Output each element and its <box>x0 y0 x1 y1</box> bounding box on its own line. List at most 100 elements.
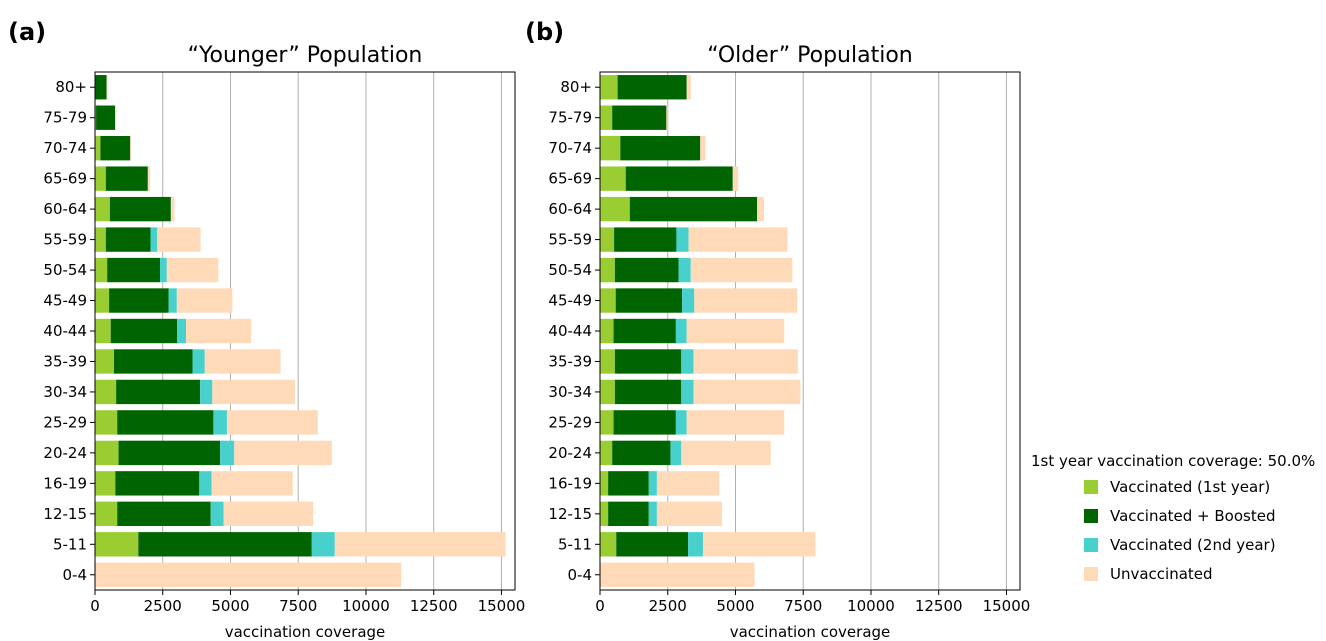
y-tick-label: 30-34 <box>548 383 592 401</box>
bar-30-34-vaccinated-1st-year <box>95 379 117 405</box>
chart-title: “Younger” Population <box>188 43 423 68</box>
bar-25-29-vaccinated-boosted <box>117 410 214 435</box>
bar-5-11-vaccinated-1st-year <box>600 532 617 557</box>
panel-letter: (b) <box>525 18 564 46</box>
y-tick-label: 50-54 <box>43 261 87 279</box>
bar-25-29-unvaccinated <box>686 410 785 435</box>
bar-65-69-unvaccinated <box>732 166 739 191</box>
bar-30-34-vaccinated-2nd-year <box>681 379 694 405</box>
bar-20-24-vaccinated-1st-year <box>95 440 119 466</box>
y-tick-label: 55-59 <box>43 231 87 249</box>
chart-title: “Older” Population <box>707 43 913 68</box>
bar-55-59-vaccinated-1st-year <box>95 227 106 252</box>
bar-45-49-vaccinated-1st-year <box>600 288 616 313</box>
y-tick-label: 65-69 <box>548 170 592 188</box>
bar-20-24-vaccinated-2nd-year <box>220 440 235 466</box>
bar-45-49-vaccinated-boosted <box>615 288 683 313</box>
bar-16-19-vaccinated-2nd-year <box>648 471 657 496</box>
bar-25-29-vaccinated-2nd-year <box>675 410 687 435</box>
legend-label-unvaccinated: Unvaccinated <box>1110 565 1213 583</box>
y-tick-label: 70-74 <box>548 139 592 157</box>
bar-40-44-vaccinated-boosted <box>613 318 676 344</box>
bar-50-54-unvaccinated <box>690 257 793 283</box>
y-tick-label: 5-11 <box>558 535 592 553</box>
legend-swatch-unvaccinated <box>1084 567 1098 581</box>
bar-20-24-vaccinated-boosted <box>118 440 221 466</box>
y-tick-label: 40-44 <box>548 322 592 340</box>
bar-35-39-unvaccinated <box>693 349 798 374</box>
bar-30-34-vaccinated-2nd-year <box>200 379 213 405</box>
bar-40-44-vaccinated-1st-year <box>600 318 614 344</box>
x-tick-label: 2500 <box>144 597 182 615</box>
y-tick-label: 80+ <box>55 78 87 96</box>
y-tick-label: 60-64 <box>43 200 87 218</box>
axes-frame <box>94 71 516 591</box>
x-tick-label: 12500 <box>915 597 963 615</box>
y-tick-label: 0-4 <box>63 566 88 584</box>
bar-70-74-vaccinated-boosted <box>620 135 701 161</box>
bar-20-24-vaccinated-1st-year <box>600 440 613 466</box>
bar-55-59-unvaccinated <box>157 227 201 252</box>
bar-16-19-unvaccinated <box>211 471 293 496</box>
bar-80-unvaccinated <box>106 75 108 100</box>
x-tick-label: 7500 <box>784 597 822 615</box>
bar-30-34-unvaccinated <box>693 379 801 405</box>
bar-45-49-vaccinated-boosted <box>109 288 169 313</box>
bar-65-69-vaccinated-1st-year <box>600 166 626 191</box>
x-tick-label: 7500 <box>279 597 317 615</box>
bar-16-19-vaccinated-2nd-year <box>199 471 212 496</box>
bar-45-49-vaccinated-2nd-year <box>168 288 177 313</box>
bar-45-49-unvaccinated <box>694 288 798 313</box>
bar-35-39-vaccinated-1st-year <box>95 349 114 374</box>
bar-60-64-vaccinated-1st-year <box>95 196 110 222</box>
bar-35-39-vaccinated-2nd-year <box>192 349 205 374</box>
bar-16-19-vaccinated-boosted <box>115 471 200 496</box>
bar-70-74-unvaccinated <box>130 135 132 161</box>
bar-80-vaccinated-boosted <box>617 75 687 100</box>
bar-55-59-vaccinated-2nd-year <box>150 227 158 252</box>
bar-65-69-vaccinated-1st-year <box>95 166 106 191</box>
y-tick-label: 16-19 <box>43 474 87 492</box>
y-tick-label: 75-79 <box>548 109 592 127</box>
bar-50-54-vaccinated-boosted <box>614 257 679 283</box>
bar-12-15-vaccinated-2nd-year <box>648 501 657 527</box>
bar-55-59-unvaccinated <box>688 227 788 252</box>
y-tick-label: 12-15 <box>43 505 87 523</box>
bar-16-19-vaccinated-1st-year <box>600 471 609 496</box>
bar-16-19-vaccinated-boosted <box>608 471 649 496</box>
bar-20-24-unvaccinated <box>234 440 332 466</box>
bar-60-64-vaccinated-boosted <box>109 196 171 222</box>
bar-75-79-vaccinated-1st-year <box>600 105 613 130</box>
y-tick-label: 12-15 <box>548 505 592 523</box>
bar-35-39-unvaccinated <box>204 349 281 374</box>
bar-55-59-vaccinated-1st-year <box>600 227 615 252</box>
y-tick-label: 20-24 <box>548 444 592 462</box>
legend-label-vaccinated-1st-year: Vaccinated (1st year) <box>1110 478 1270 496</box>
y-tick-label: 16-19 <box>548 474 592 492</box>
bar-40-44-vaccinated-2nd-year <box>177 318 187 344</box>
bar-40-44-vaccinated-boosted <box>110 318 178 344</box>
bar-60-64-vaccinated-1st-year <box>600 196 630 222</box>
legend: 1st year vaccination coverage: 50.0% Vacc… <box>1031 452 1315 583</box>
y-tick-label: 45-49 <box>43 292 87 310</box>
bar-12-15-unvaccinated <box>223 501 314 527</box>
y-tick-label: 35-39 <box>43 352 87 370</box>
bar-25-29-vaccinated-1st-year <box>600 410 614 435</box>
bar-30-34-unvaccinated <box>212 379 295 405</box>
bar-5-11-vaccinated-boosted <box>138 532 312 557</box>
bar-5-11-vaccinated-1st-year <box>95 532 139 557</box>
x-tick-label: 10000 <box>342 597 390 615</box>
x-tick-label: 0 <box>90 597 100 615</box>
x-tick-label: 15000 <box>478 597 526 615</box>
bar-30-34-vaccinated-1st-year <box>600 379 615 405</box>
bar-50-54-vaccinated-1st-year <box>95 257 108 283</box>
axes-frame <box>599 71 1021 591</box>
bar-25-29-unvaccinated <box>226 410 318 435</box>
bar-50-54-vaccinated-2nd-year <box>678 257 691 283</box>
bar-55-59-vaccinated-boosted <box>105 227 151 252</box>
bar-0-4-unvaccinated <box>600 562 755 587</box>
y-tick-label: 60-64 <box>548 200 592 218</box>
y-tick-label: 40-44 <box>43 322 87 340</box>
bar-80-vaccinated-boosted <box>95 75 107 100</box>
